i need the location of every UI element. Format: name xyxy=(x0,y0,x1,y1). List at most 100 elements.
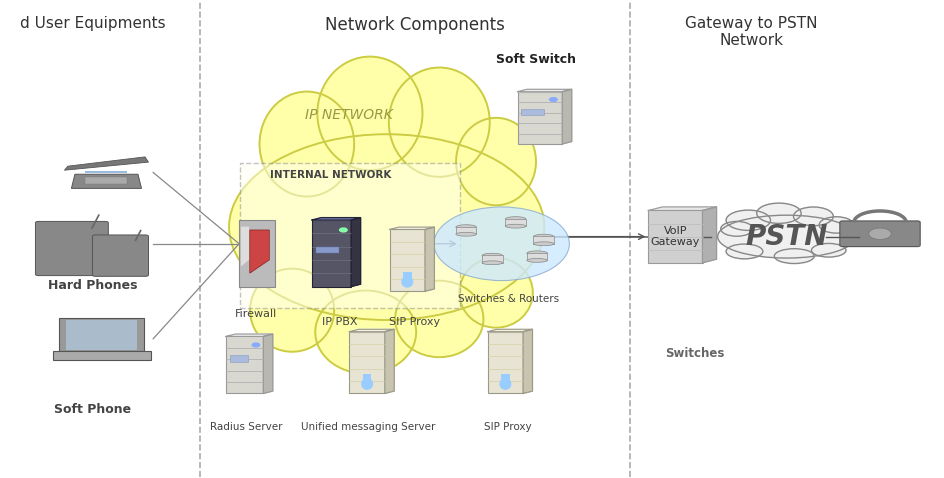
FancyBboxPatch shape xyxy=(53,351,151,360)
FancyBboxPatch shape xyxy=(482,255,502,263)
FancyBboxPatch shape xyxy=(86,177,127,185)
Circle shape xyxy=(252,343,260,347)
FancyBboxPatch shape xyxy=(390,229,425,291)
Text: Soft Switch: Soft Switch xyxy=(497,53,576,65)
FancyBboxPatch shape xyxy=(86,171,127,173)
FancyBboxPatch shape xyxy=(488,332,523,393)
Polygon shape xyxy=(385,329,395,393)
Ellipse shape xyxy=(533,242,554,246)
Ellipse shape xyxy=(482,253,502,258)
FancyBboxPatch shape xyxy=(517,92,563,144)
Ellipse shape xyxy=(434,207,569,281)
Polygon shape xyxy=(250,230,269,273)
FancyBboxPatch shape xyxy=(229,355,248,362)
FancyBboxPatch shape xyxy=(456,227,477,234)
Circle shape xyxy=(549,98,557,101)
Ellipse shape xyxy=(726,210,770,230)
FancyBboxPatch shape xyxy=(315,247,339,253)
FancyBboxPatch shape xyxy=(521,109,544,115)
Polygon shape xyxy=(241,227,249,267)
Ellipse shape xyxy=(812,243,846,257)
Ellipse shape xyxy=(819,217,853,233)
Ellipse shape xyxy=(527,251,548,256)
Text: Gateway to PSTN
Network: Gateway to PSTN Network xyxy=(684,16,818,48)
Ellipse shape xyxy=(260,92,354,196)
FancyBboxPatch shape xyxy=(93,235,148,276)
FancyBboxPatch shape xyxy=(362,374,371,383)
Text: Firewall: Firewall xyxy=(235,309,277,319)
Polygon shape xyxy=(64,157,148,170)
FancyBboxPatch shape xyxy=(505,218,526,226)
Ellipse shape xyxy=(456,225,477,229)
Ellipse shape xyxy=(505,217,526,221)
Polygon shape xyxy=(425,227,434,291)
Ellipse shape xyxy=(396,281,483,357)
FancyBboxPatch shape xyxy=(533,236,554,244)
Ellipse shape xyxy=(505,224,526,228)
Text: Switches & Routers: Switches & Routers xyxy=(458,293,559,304)
Ellipse shape xyxy=(459,258,532,328)
Ellipse shape xyxy=(317,56,423,170)
Polygon shape xyxy=(390,227,434,229)
FancyBboxPatch shape xyxy=(240,163,460,308)
FancyBboxPatch shape xyxy=(36,221,109,276)
FancyBboxPatch shape xyxy=(403,272,412,281)
Polygon shape xyxy=(523,329,532,393)
Polygon shape xyxy=(563,89,572,144)
FancyBboxPatch shape xyxy=(312,220,351,286)
Ellipse shape xyxy=(229,134,545,320)
Polygon shape xyxy=(312,217,361,220)
Polygon shape xyxy=(702,207,716,263)
Text: Unified messaging Server: Unified messaging Server xyxy=(301,422,435,432)
Ellipse shape xyxy=(362,379,373,389)
Ellipse shape xyxy=(315,291,416,374)
Text: PSTN: PSTN xyxy=(746,223,828,250)
Ellipse shape xyxy=(402,277,413,287)
FancyBboxPatch shape xyxy=(527,253,548,261)
FancyBboxPatch shape xyxy=(349,332,385,393)
Text: SIP Proxy: SIP Proxy xyxy=(484,422,532,432)
Circle shape xyxy=(340,228,347,232)
Ellipse shape xyxy=(250,269,334,352)
Polygon shape xyxy=(649,207,716,210)
Text: Radius Server: Radius Server xyxy=(211,422,283,432)
Polygon shape xyxy=(239,220,275,286)
Ellipse shape xyxy=(774,249,814,263)
Polygon shape xyxy=(226,334,273,337)
FancyBboxPatch shape xyxy=(59,318,144,351)
Text: SIP Proxy: SIP Proxy xyxy=(389,317,440,327)
Text: Hard Phones: Hard Phones xyxy=(48,280,137,293)
Text: INTERNAL NETWORK: INTERNAL NETWORK xyxy=(270,170,392,180)
Polygon shape xyxy=(263,334,273,393)
Ellipse shape xyxy=(533,234,554,239)
Polygon shape xyxy=(351,217,361,286)
Ellipse shape xyxy=(527,259,548,262)
Ellipse shape xyxy=(389,67,490,177)
Ellipse shape xyxy=(500,379,511,389)
Text: Soft Phone: Soft Phone xyxy=(54,403,131,416)
Ellipse shape xyxy=(456,118,536,205)
Circle shape xyxy=(868,228,891,239)
Text: VoIP
Gateway: VoIP Gateway xyxy=(650,226,700,248)
Polygon shape xyxy=(72,174,142,188)
Polygon shape xyxy=(517,89,572,92)
Ellipse shape xyxy=(717,215,855,258)
Text: IP NETWORK: IP NETWORK xyxy=(306,109,394,122)
FancyBboxPatch shape xyxy=(840,221,920,247)
Ellipse shape xyxy=(482,261,502,265)
Polygon shape xyxy=(349,329,395,332)
Ellipse shape xyxy=(456,232,477,236)
Ellipse shape xyxy=(726,244,763,259)
Text: d User Equipments: d User Equipments xyxy=(20,16,165,31)
Text: Network Components: Network Components xyxy=(325,16,505,33)
FancyBboxPatch shape xyxy=(66,320,137,350)
Text: Switches: Switches xyxy=(666,347,725,359)
FancyBboxPatch shape xyxy=(226,337,263,393)
Ellipse shape xyxy=(794,207,834,226)
FancyBboxPatch shape xyxy=(649,210,702,263)
Ellipse shape xyxy=(720,221,753,236)
Ellipse shape xyxy=(757,203,801,223)
FancyBboxPatch shape xyxy=(501,374,510,383)
Polygon shape xyxy=(488,329,532,332)
Text: IP PBX: IP PBX xyxy=(322,317,358,327)
